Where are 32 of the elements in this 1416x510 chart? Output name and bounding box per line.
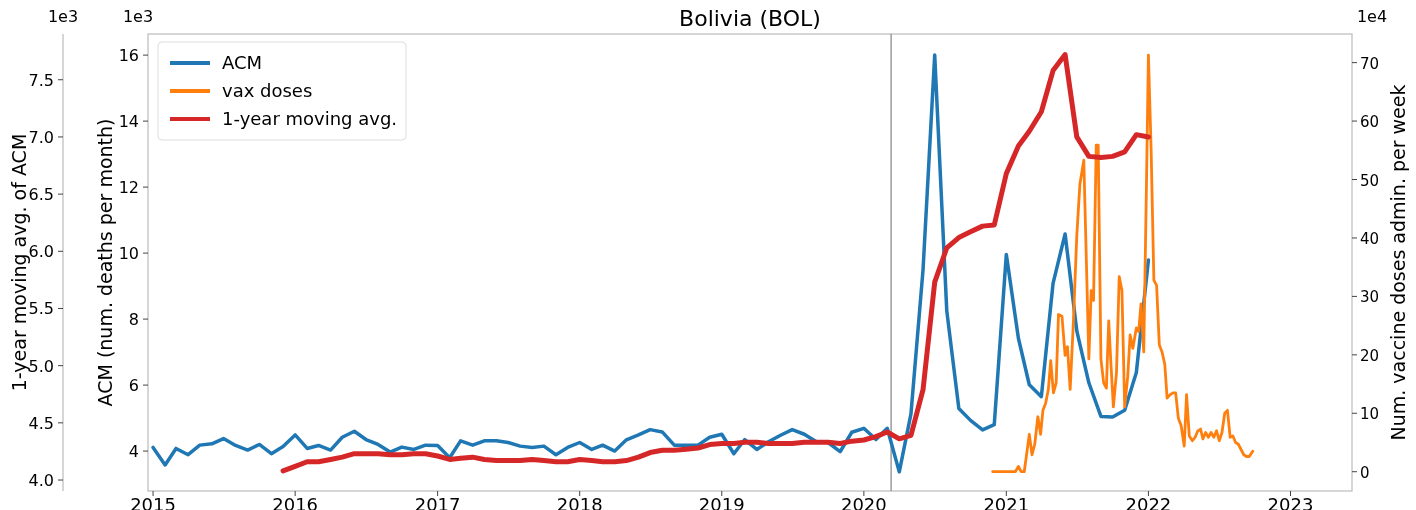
y3-tick-label: 5.5: [28, 299, 54, 319]
y-tick-label: 6: [128, 376, 139, 396]
y3-tick-label: 6.5: [28, 185, 54, 205]
text: 1e3: [47, 7, 79, 26]
y3-tick-label: 7.5: [28, 70, 54, 90]
y2-tick-label: 40: [1360, 229, 1380, 248]
y2-tick-label: 50: [1360, 171, 1380, 190]
y3-tick-label: 4.5: [28, 413, 54, 433]
y-tick-label: 14: [118, 112, 139, 132]
y3-tick-label: 7.0: [28, 127, 54, 147]
y2-tick-label: 70: [1360, 54, 1380, 73]
legend-label: ACM: [222, 52, 263, 73]
y2-tick-label: 30: [1360, 288, 1380, 307]
y3-tick-label: 4.0: [28, 471, 54, 491]
y2-tick-label: 0: [1360, 463, 1370, 482]
chart-title: Bolivia (BOL): [679, 6, 821, 31]
y-tick-label: 16: [118, 46, 139, 66]
y-tick-label: 4: [128, 442, 139, 462]
legend-label: 1-year moving avg.: [222, 108, 398, 129]
y-tick-label: 8: [128, 310, 139, 330]
legend-label: vax doses: [222, 80, 313, 101]
y2-tick-label: 20: [1360, 346, 1380, 365]
line-series: [991, 53, 1255, 474]
y2-axis-title: Num. vaccine doses admin. per week: [1387, 84, 1409, 441]
y-tick-label: 12: [118, 178, 139, 198]
text: 1e3: [122, 7, 154, 26]
text: 1e4: [1356, 7, 1388, 26]
y2-tick-label: 10: [1360, 405, 1380, 424]
y2-tick-label: 60: [1360, 113, 1380, 132]
y-axis-title: ACM (num. deaths per month): [94, 118, 116, 407]
y3-axis-title: 1-year moving avg. of ACM: [8, 133, 30, 392]
y-tick-label: 10: [118, 244, 139, 264]
